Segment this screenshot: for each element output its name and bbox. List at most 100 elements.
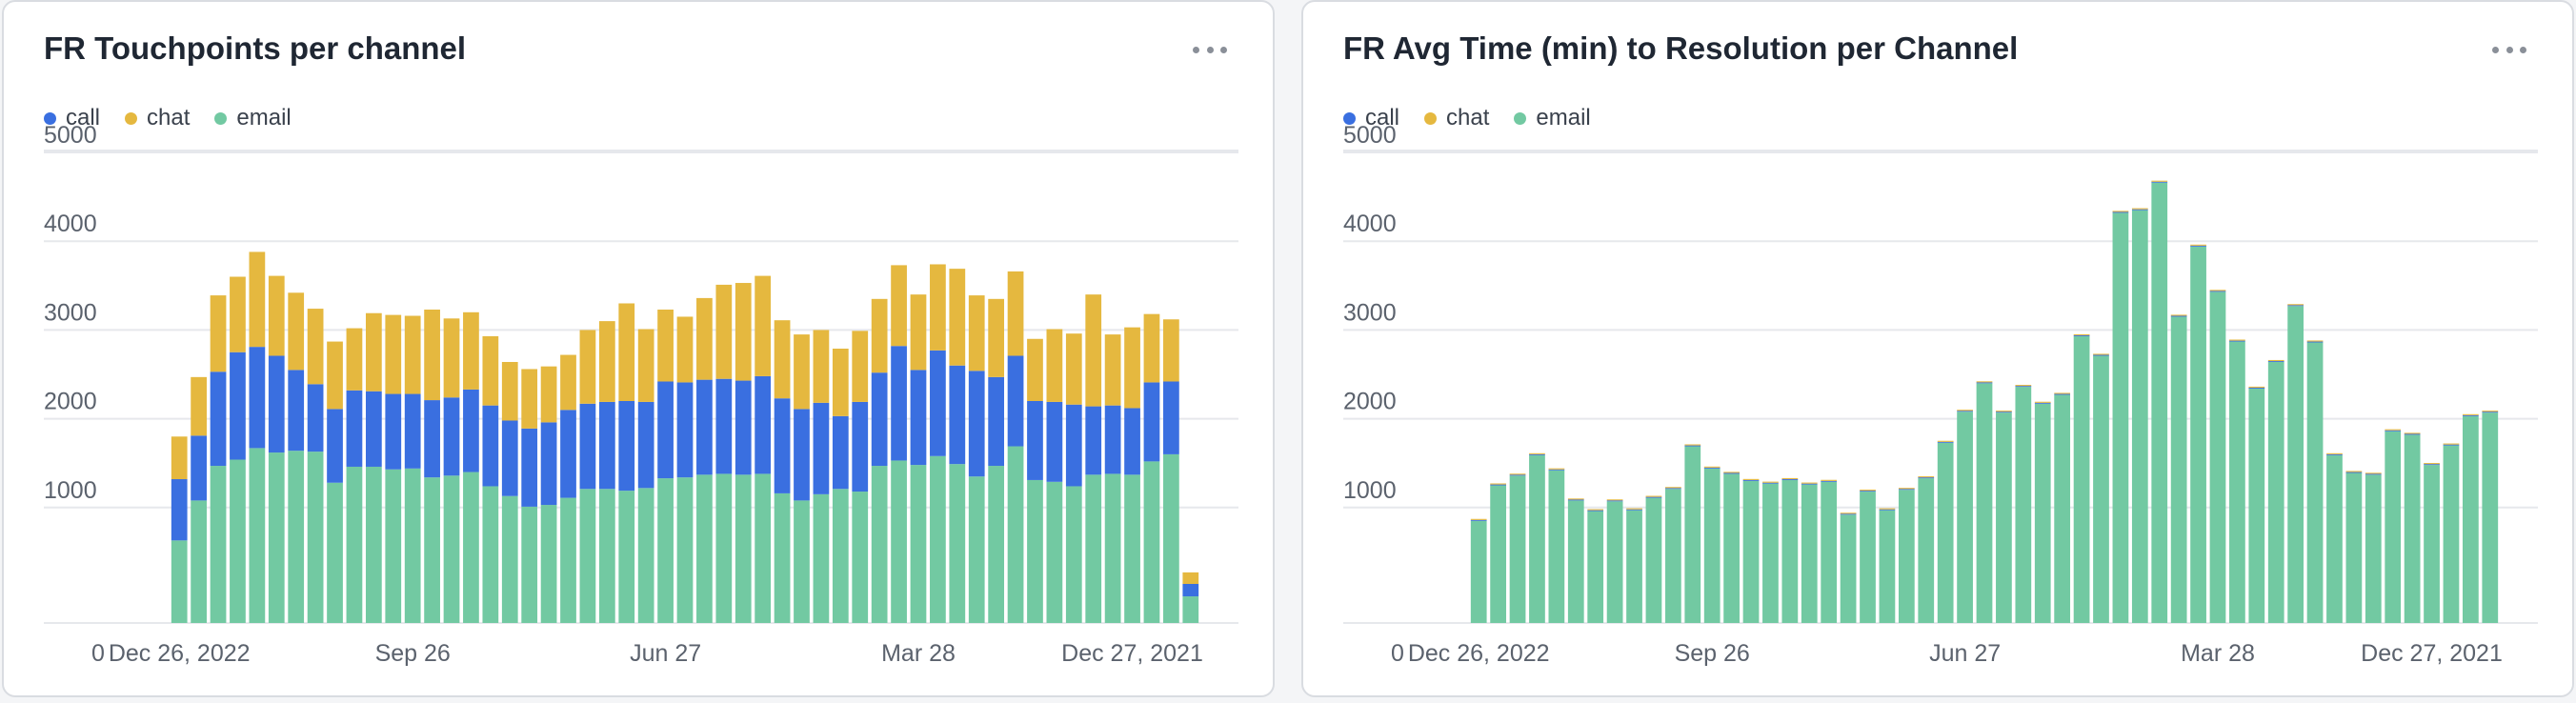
bar-email[interactable] — [871, 466, 888, 623]
bar-email[interactable] — [1606, 501, 1623, 623]
bar-email[interactable] — [2287, 306, 2304, 623]
bar-email[interactable] — [2015, 387, 2032, 623]
bar-call[interactable] — [637, 401, 654, 489]
bar-call[interactable] — [268, 355, 285, 453]
bar-chat[interactable] — [171, 436, 188, 480]
bar-chat[interactable] — [1163, 319, 1179, 382]
bar-email[interactable] — [1182, 596, 1199, 623]
bar-call[interactable] — [2326, 453, 2343, 455]
bar-chat[interactable] — [910, 294, 927, 371]
bar-email[interactable] — [2345, 472, 2363, 623]
bar-chat[interactable] — [540, 366, 557, 423]
bar-chat[interactable] — [2482, 411, 2499, 412]
bar-chat[interactable] — [1529, 452, 1545, 454]
bar-chat[interactable] — [1645, 495, 1662, 497]
bar-email[interactable] — [1918, 478, 1935, 623]
bar-chat[interactable] — [715, 284, 733, 379]
bar-call[interactable] — [230, 352, 246, 460]
bar-call[interactable] — [1879, 509, 1896, 511]
bar-call[interactable] — [657, 381, 674, 479]
bar-call[interactable] — [2190, 245, 2206, 247]
bar-call[interactable] — [288, 370, 305, 452]
bar-call[interactable] — [968, 371, 985, 477]
bar-call[interactable] — [1684, 445, 1701, 447]
bar-email[interactable] — [2054, 394, 2071, 623]
bar-chat[interactable] — [1124, 327, 1140, 409]
bar-chat[interactable] — [1182, 572, 1199, 584]
bar-email[interactable] — [1065, 486, 1082, 623]
bar-email[interactable] — [1143, 461, 1160, 623]
bar-chat[interactable] — [1065, 333, 1082, 405]
bar-call[interactable] — [1182, 583, 1199, 597]
bar-call[interactable] — [2424, 464, 2440, 466]
bar-call[interactable] — [579, 403, 596, 490]
bar-chat[interactable] — [249, 251, 266, 348]
bar-email[interactable] — [1976, 383, 1993, 623]
bar-chat[interactable] — [1567, 498, 1584, 500]
bar-chat[interactable] — [1684, 444, 1701, 446]
bar-call[interactable] — [1801, 483, 1818, 485]
bar-chat[interactable] — [191, 376, 207, 436]
bar-call[interactable] — [2151, 181, 2168, 183]
bar-email[interactable] — [735, 474, 752, 623]
bar-chat[interactable] — [2306, 340, 2324, 342]
bar-call[interactable] — [1898, 489, 1915, 491]
bar-call[interactable] — [1124, 408, 1140, 475]
legend-item-chat[interactable]: chat — [1424, 105, 1489, 131]
bar-email[interactable] — [1124, 474, 1140, 623]
bar-call[interactable] — [1587, 510, 1604, 512]
bar-call[interactable] — [988, 376, 1005, 467]
bar-chat[interactable] — [424, 310, 440, 401]
bar-call[interactable] — [2093, 354, 2109, 356]
bar-email[interactable] — [1163, 453, 1179, 623]
bar-chat[interactable] — [1918, 476, 1935, 478]
bar-chat[interactable] — [1976, 381, 1993, 383]
bar-call[interactable] — [1937, 441, 1954, 443]
bar-call[interactable] — [560, 410, 576, 498]
bar-call[interactable] — [1821, 480, 1838, 482]
bar-call[interactable] — [2229, 340, 2245, 342]
bar-call[interactable] — [832, 415, 849, 490]
bar-call[interactable] — [2306, 341, 2324, 343]
bar-email[interactable] — [1703, 468, 1721, 623]
bar-email[interactable] — [598, 489, 615, 623]
legend-item-call[interactable]: call — [44, 105, 100, 131]
bar-chat[interactable] — [2287, 304, 2304, 306]
bar-email[interactable] — [1046, 481, 1063, 623]
bar-chat[interactable] — [1046, 329, 1063, 402]
bar-call[interactable] — [365, 391, 382, 467]
bar-email[interactable] — [2112, 212, 2129, 624]
bar-chat[interactable] — [2015, 385, 2032, 387]
bar-call[interactable] — [1762, 482, 1779, 484]
bar-email[interactable] — [191, 500, 207, 623]
bar-call[interactable] — [1143, 382, 1160, 462]
bar-email[interactable] — [715, 473, 733, 623]
bar-email[interactable] — [1490, 485, 1506, 623]
bar-chat[interactable] — [1104, 334, 1121, 406]
bar-chat[interactable] — [404, 315, 421, 394]
bar-email[interactable] — [230, 459, 246, 623]
bar-email[interactable] — [463, 472, 479, 623]
bar-chat[interactable] — [2054, 392, 2071, 394]
bar-chat[interactable] — [2463, 413, 2479, 415]
bar-email[interactable] — [1645, 497, 1662, 623]
bar-call[interactable] — [210, 372, 227, 467]
bar-chat[interactable] — [2326, 452, 2343, 454]
bar-chat[interactable] — [1821, 479, 1838, 481]
legend-item-call[interactable]: call — [1343, 105, 1399, 131]
bar-call[interactable] — [755, 375, 772, 474]
bar-call[interactable] — [1606, 500, 1623, 502]
bar-chat[interactable] — [1703, 466, 1721, 468]
bar-chat[interactable] — [1781, 477, 1799, 480]
bar-call[interactable] — [2404, 433, 2421, 435]
bar-chat[interactable] — [1085, 294, 1102, 407]
bar-chat[interactable] — [2365, 472, 2382, 474]
bar-email[interactable] — [2267, 361, 2284, 623]
bar-chat[interactable] — [1801, 482, 1818, 484]
bar-chat[interactable] — [2170, 314, 2187, 316]
bar-call[interactable] — [2112, 211, 2129, 213]
bar-chat[interactable] — [813, 330, 830, 403]
bar-email[interactable] — [1879, 510, 1896, 623]
bar-call[interactable] — [930, 350, 946, 456]
bar-chat[interactable] — [1996, 411, 2012, 412]
